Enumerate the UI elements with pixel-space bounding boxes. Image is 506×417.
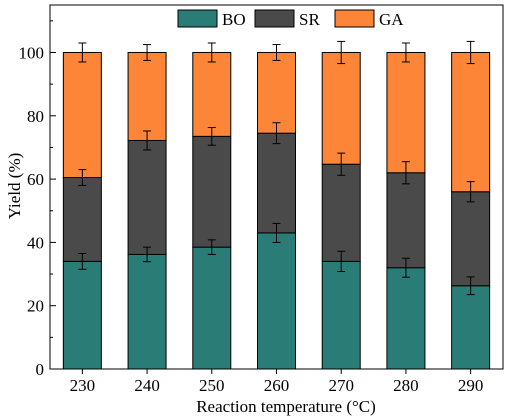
error-bar-ga-280: [401, 42, 410, 63]
bar-bo-250: [192, 246, 232, 370]
bar-ga-240: [127, 51, 167, 141]
error-bar-bo-270: [337, 250, 346, 273]
x-tick-label-240: 240: [134, 376, 160, 395]
y-tick-label-80: 80: [27, 107, 44, 126]
y-axis-label: Yield (%): [5, 153, 24, 220]
bar-sr-280: [386, 172, 426, 269]
legend-swatch-sr: [254, 9, 295, 28]
error-bar-bo-250: [207, 239, 216, 255]
bars: [62, 51, 491, 370]
x-axis-label: Reaction temperature (°C): [196, 397, 376, 416]
bar-ga-280: [386, 51, 426, 174]
bar-sr-230: [62, 177, 102, 262]
error-bar-ga-240: [143, 44, 152, 61]
error-bar-sr-280: [401, 161, 410, 185]
plot-frame: [49, 4, 504, 370]
x-tick-label-280: 280: [393, 376, 419, 395]
error-bar-bo-290: [466, 276, 475, 296]
legend-item-ga: GA: [334, 9, 404, 29]
error-bar-bo-240: [143, 246, 152, 263]
x-tick-label-270: 270: [328, 376, 354, 395]
error-bar-sr-250: [207, 126, 216, 146]
bar-sr-260: [257, 132, 296, 234]
error-bars: [78, 40, 475, 296]
bar-sr-240: [127, 139, 167, 255]
error-bar-sr-290: [466, 181, 475, 203]
y-tick-label-100: 100: [19, 43, 45, 62]
bar-bo-280: [386, 267, 426, 370]
axes: 230 240 250 260 270 280 290 0 20 40 60 80 100: [19, 4, 504, 395]
bar-ga-290: [451, 51, 491, 193]
legend-item-sr: SR: [254, 9, 320, 29]
bar-ga-230: [62, 51, 102, 179]
y-tick-label-20: 20: [27, 297, 44, 316]
bar-ga-260: [257, 51, 296, 134]
y-tick-label-40: 40: [27, 233, 44, 252]
bar-bo-230: [62, 260, 102, 370]
bar-ga-250: [192, 51, 232, 137]
bar-ga-270: [321, 51, 361, 165]
error-bar-ga-270: [337, 40, 346, 65]
legend-swatch-bo: [177, 9, 218, 28]
error-bar-sr-230: [78, 169, 87, 186]
legend-label-bo: BO: [222, 10, 246, 29]
error-bar-sr-260: [272, 122, 281, 145]
bar-bo-240: [127, 253, 167, 370]
bar-bo-290: [451, 285, 491, 370]
error-bar-bo-260: [272, 222, 281, 243]
y-tick-label-60: 60: [27, 170, 44, 189]
bar-sr-270: [321, 163, 361, 262]
error-bar-ga-290: [466, 40, 475, 65]
bar-sr-290: [451, 191, 491, 287]
bar-sr-250: [192, 135, 232, 248]
legend: BO SR GA: [177, 9, 404, 29]
error-bar-bo-280: [401, 257, 410, 278]
x-tick-label-250: 250: [199, 376, 225, 395]
x-tick-label-260: 260: [264, 376, 290, 395]
legend-label-ga: GA: [379, 10, 404, 29]
error-bar-ga-230: [78, 42, 87, 63]
error-bar-sr-270: [337, 152, 346, 176]
error-bar-ga-250: [207, 42, 216, 63]
error-bar-sr-240: [143, 130, 152, 151]
x-tick-label-230: 230: [70, 376, 96, 395]
legend-swatch-ga: [334, 9, 375, 28]
bar-bo-270: [321, 260, 361, 370]
bar-bo-260: [257, 232, 296, 370]
legend-item-bo: BO: [177, 9, 246, 29]
y-tick-label-0: 0: [36, 360, 45, 379]
legend-label-sr: SR: [299, 10, 320, 29]
error-bar-ga-260: [272, 44, 281, 61]
error-bar-bo-230: [78, 252, 87, 270]
x-tick-label-290: 290: [458, 376, 484, 395]
